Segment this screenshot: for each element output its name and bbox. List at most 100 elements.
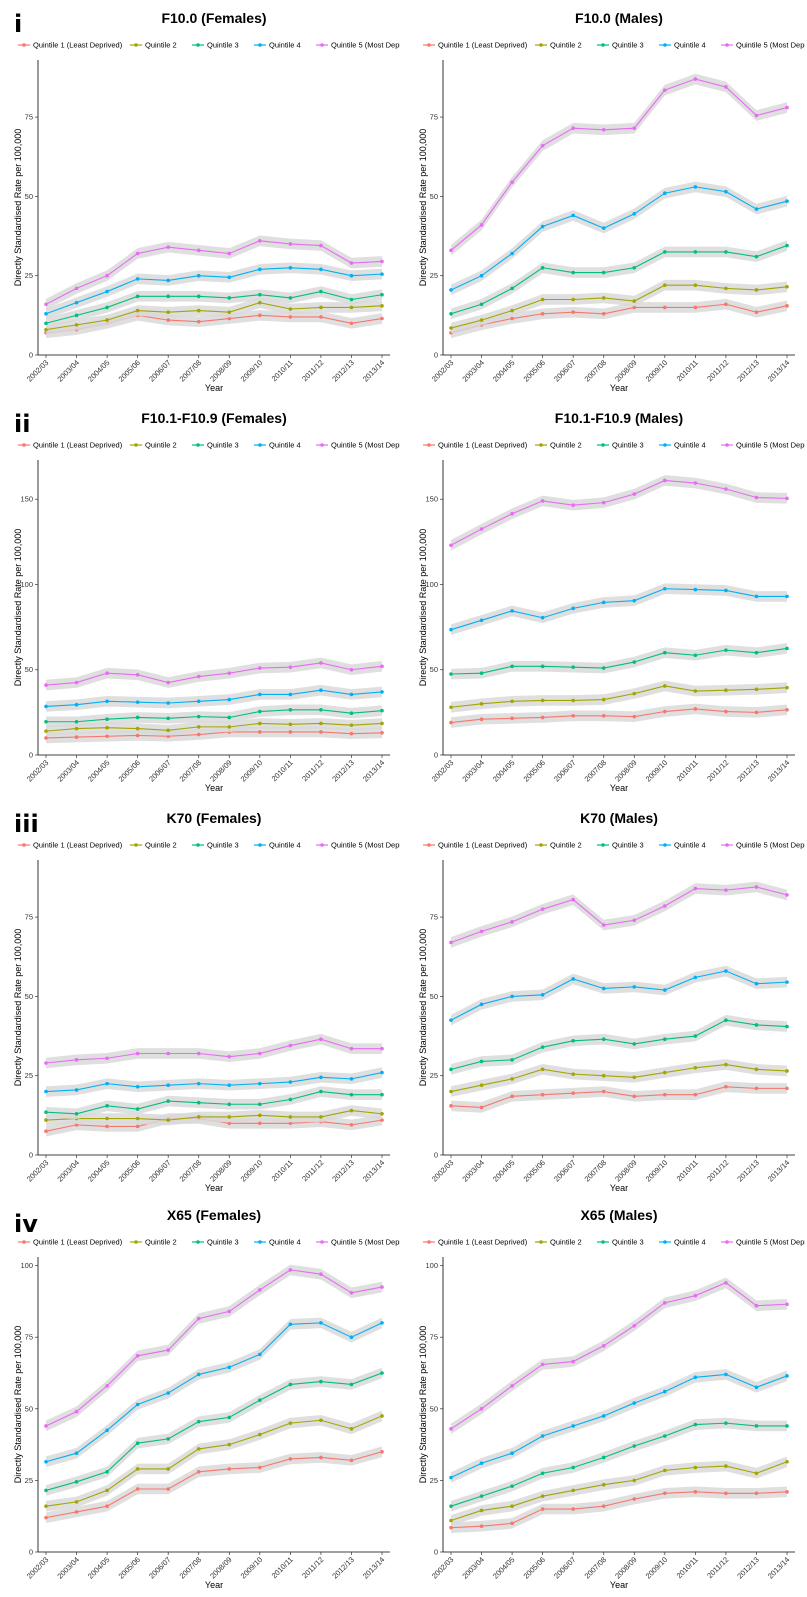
y-tick-label: 25 xyxy=(25,1071,33,1080)
legend-marker-quintile-3 xyxy=(601,1240,605,1244)
series-quintile-5-most-deprived xyxy=(449,1277,789,1435)
data-point xyxy=(663,1070,667,1075)
data-point xyxy=(632,918,637,923)
data-point xyxy=(510,308,514,313)
data-point xyxy=(135,294,140,299)
data-point xyxy=(785,1024,789,1029)
legend-marker-quintile-5-most-deprived xyxy=(320,843,324,847)
data-point xyxy=(105,725,109,730)
series-line xyxy=(45,731,383,739)
data-point xyxy=(724,487,728,491)
data-point xyxy=(693,886,698,891)
x-axis-label: Year xyxy=(205,783,223,793)
legend-marker-quintile-4 xyxy=(663,843,667,847)
data-point xyxy=(449,1525,453,1530)
data-point xyxy=(571,1072,575,1076)
legend-marker-quintile-2 xyxy=(134,443,138,447)
legend-marker-quintile-5-most-deprived xyxy=(320,443,324,447)
data-point xyxy=(44,1110,48,1114)
legend-item-quintile-1-least-deprived: Quintile 1 (Least Deprived) xyxy=(18,841,123,850)
data-point xyxy=(479,1508,484,1513)
y-tick-label: 100 xyxy=(425,580,438,589)
data-point xyxy=(44,719,48,724)
data-point xyxy=(319,315,323,319)
data-point xyxy=(380,292,384,297)
data-point xyxy=(135,1354,140,1358)
legend-label: Quintile 2 xyxy=(550,1238,582,1247)
data-point xyxy=(724,1018,728,1022)
x-tick-label: 2009/10 xyxy=(644,1555,670,1581)
data-point xyxy=(349,1046,354,1051)
y-tick-label: 50 xyxy=(25,1404,33,1413)
data-point xyxy=(227,1467,232,1471)
chart-panel-x65-females: X65 (Females) Quintile 1 (Least Deprived)… xyxy=(0,1197,400,1597)
data-point xyxy=(663,305,667,310)
data-point xyxy=(693,481,698,485)
y-tick-label: 25 xyxy=(25,271,33,280)
data-point xyxy=(601,1073,606,1078)
legend-marker-quintile-4 xyxy=(258,843,262,847)
chart-svg: F10.0 (Males) Quintile 1 (Least Deprived)… xyxy=(418,10,805,393)
data-point xyxy=(724,709,728,714)
data-point xyxy=(380,1111,384,1116)
data-point xyxy=(571,126,575,130)
data-point xyxy=(510,286,514,291)
legend-item-quintile-4: Quintile 4 xyxy=(659,441,706,450)
data-point xyxy=(166,716,170,721)
data-point xyxy=(510,511,514,516)
x-tick-label: 2011/12 xyxy=(300,358,325,383)
x-tick-label: 2010/11 xyxy=(270,358,295,383)
x-tick-label: 2004/05 xyxy=(86,1158,112,1184)
data-point xyxy=(693,305,698,310)
data-point xyxy=(105,305,109,310)
data-point xyxy=(196,1115,201,1119)
y-tick-label: 50 xyxy=(25,665,33,674)
data-point xyxy=(571,698,575,703)
data-point xyxy=(785,1424,789,1428)
legend-item-quintile-2: Quintile 2 xyxy=(130,441,177,450)
data-point xyxy=(724,1464,728,1468)
data-point xyxy=(288,1421,293,1425)
data-point xyxy=(785,646,789,651)
legend: Quintile 1 (Least Deprived) Quintile 2 Qui… xyxy=(18,841,400,850)
data-point xyxy=(44,327,48,332)
data-point xyxy=(258,1288,262,1292)
legend-item-quintile-4: Quintile 4 xyxy=(659,841,706,850)
data-point xyxy=(785,1374,789,1378)
data-point xyxy=(288,1457,293,1461)
data-point xyxy=(754,981,759,986)
x-tick-label: 2006/07 xyxy=(147,1555,173,1581)
data-point xyxy=(227,1415,232,1420)
data-point xyxy=(540,1434,545,1438)
data-point xyxy=(44,302,48,307)
data-point xyxy=(571,297,575,302)
data-point xyxy=(135,1107,140,1111)
data-point xyxy=(227,316,232,321)
data-point xyxy=(44,729,48,733)
legend-label: Quintile 5 (Most Deprived) xyxy=(736,841,805,850)
chart-title: K70 (Males) xyxy=(580,810,658,826)
data-point xyxy=(754,254,759,259)
data-point xyxy=(135,1467,140,1471)
data-point xyxy=(349,692,354,697)
data-point xyxy=(349,321,354,326)
confidence-band xyxy=(451,1081,787,1113)
legend-marker-quintile-1-least-deprived xyxy=(22,843,26,847)
data-point xyxy=(227,697,232,702)
data-point xyxy=(288,296,293,300)
chart-panel-k70-males: K70 (Males) Quintile 1 (Least Deprived) Qu… xyxy=(405,800,805,1200)
data-point xyxy=(571,310,575,314)
series-quintile-5-most-deprived xyxy=(449,881,789,948)
data-point xyxy=(601,500,606,505)
data-point xyxy=(258,1465,262,1470)
series-quintile-3 xyxy=(449,1014,789,1075)
data-point xyxy=(479,702,484,706)
data-point xyxy=(227,1054,232,1059)
data-point xyxy=(166,318,170,322)
x-tick-label: 2012/13 xyxy=(330,358,356,384)
legend-marker-quintile-1-least-deprived xyxy=(427,843,431,847)
data-point xyxy=(540,265,545,270)
legend-item-quintile-2: Quintile 2 xyxy=(535,841,582,850)
data-point xyxy=(44,1459,48,1464)
data-point xyxy=(601,1089,606,1094)
